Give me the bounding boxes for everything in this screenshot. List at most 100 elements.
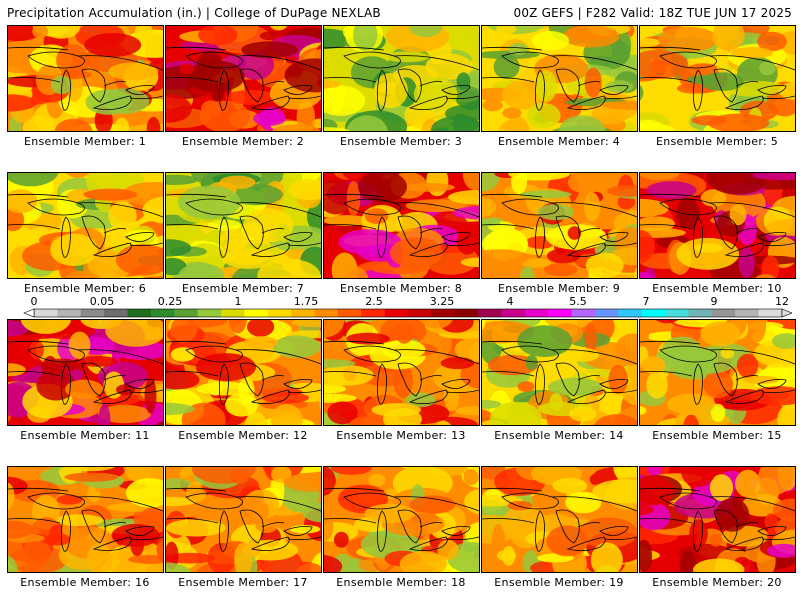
ensemble-member-label: Ensemble Member: 12 <box>178 429 308 442</box>
colorbar-segment <box>384 309 409 317</box>
colorbar-graphic: 0 0.05 0.25 1 1.75 2.5 3.25 4 5.5 7 9 12 <box>23 296 792 318</box>
colorbar-segment <box>361 309 385 317</box>
great-lakes-outline <box>482 46 637 111</box>
great-lakes-outline <box>8 487 163 552</box>
colorbar-segment <box>735 309 759 317</box>
precipitation-field <box>166 173 321 278</box>
colorbar-segment <box>337 309 362 317</box>
precipitation-field <box>482 173 637 278</box>
great-lakes-outline <box>166 340 321 405</box>
colorbar-segment <box>267 309 292 317</box>
precipitation-field <box>8 320 163 425</box>
colorbar-segment <box>665 309 689 317</box>
precipitation-field <box>324 320 479 425</box>
colorbar-tick-label: 1.75 <box>294 296 319 308</box>
ensemble-member-label: Ensemble Member: 3 <box>339 135 463 148</box>
great-lakes-outline <box>640 46 795 111</box>
map-panel <box>323 319 480 426</box>
map-header: Precipitation Accumulation (in.) | Colle… <box>0 0 800 24</box>
great-lakes-outline <box>324 193 479 258</box>
great-lakes-outline <box>324 340 479 405</box>
precipitation-field <box>324 467 479 572</box>
great-lakes-outline <box>166 487 321 552</box>
precipitation-field <box>482 320 637 425</box>
precipitation-field <box>482 26 637 131</box>
colorbar-segment <box>524 309 549 317</box>
ensemble-member-label: Ensemble Member: 11 <box>20 429 150 442</box>
ensemble-member-label: Ensemble Member: 13 <box>336 429 466 442</box>
colorbar-tick-label: 0.25 <box>158 296 183 308</box>
colorbar-segment <box>548 309 572 317</box>
map-title: Precipitation Accumulation (in.) | Colle… <box>7 6 381 20</box>
map-panel <box>323 25 480 132</box>
map-panel <box>481 25 638 132</box>
precipitation-field <box>166 467 321 572</box>
map-panel <box>7 466 164 573</box>
colorbar-segment <box>174 309 198 317</box>
great-lakes-outline <box>482 487 637 552</box>
colorbar-tick-label: 2.5 <box>365 296 383 308</box>
great-lakes-outline <box>324 487 479 552</box>
run-valid-time: 00Z GEFS | F282 Valid: 18Z TUE JUN 17 20… <box>513 6 792 20</box>
precipitation-field <box>482 467 637 572</box>
colorbar-tick-label: 9 <box>711 296 718 308</box>
colorbar-segment <box>618 309 643 317</box>
colorbar-segment <box>641 309 666 317</box>
colorbar-low-arrow <box>23 308 35 318</box>
colorbar-segment <box>454 309 479 317</box>
map-panel <box>165 466 322 573</box>
great-lakes-outline <box>482 193 637 258</box>
great-lakes-outline <box>640 193 795 258</box>
ensemble-member-label: Ensemble Member: 8 <box>339 282 463 295</box>
map-panel <box>639 172 796 279</box>
ensemble-member-label: Ensemble Member: 20 <box>652 576 782 589</box>
ensemble-member-label: Ensemble Member: 2 <box>181 135 305 148</box>
colorbar-segment <box>80 309 105 317</box>
precipitation-field <box>166 320 321 425</box>
great-lakes-outline <box>8 193 163 258</box>
colorbar-segment <box>478 309 502 317</box>
map-panel <box>481 319 638 426</box>
map-panel <box>165 25 322 132</box>
precipitation-field <box>640 467 795 572</box>
precipitation-field <box>8 173 163 278</box>
map-panel <box>639 466 796 573</box>
colorbar-tick-label: 1 <box>235 296 242 308</box>
colorbar-segment <box>57 309 82 317</box>
colorbar-segment <box>431 309 456 317</box>
ensemble-member-label: Ensemble Member: 15 <box>652 429 782 442</box>
ensemble-member-label: Ensemble Member: 1 <box>23 135 147 148</box>
colorbar-segment <box>711 309 736 317</box>
precipitation-field <box>166 26 321 131</box>
precipitation-field <box>8 26 163 131</box>
colorbar-segment <box>34 309 58 317</box>
great-lakes-outline <box>8 340 163 405</box>
colorbar-segment <box>758 309 783 317</box>
ensemble-member-label: Ensemble Member: 18 <box>336 576 466 589</box>
colorbar-tick-label: 7 <box>643 296 650 308</box>
ensemble-member-label: Ensemble Member: 9 <box>497 282 621 295</box>
ensemble-member-label: Ensemble Member: 17 <box>178 576 308 589</box>
colorbar-tick-label: 4 <box>507 296 514 308</box>
map-panel <box>323 172 480 279</box>
colorbar-segment <box>150 309 175 317</box>
ensemble-member-label: Ensemble Member: 19 <box>494 576 624 589</box>
map-panel <box>165 172 322 279</box>
colorbar-segment <box>104 309 128 317</box>
ensemble-member-label: Ensemble Member: 16 <box>20 576 150 589</box>
precipitation-field <box>8 467 163 572</box>
great-lakes-outline <box>482 340 637 405</box>
map-panel <box>323 466 480 573</box>
precipitation-field <box>640 173 795 278</box>
colorbar-segment <box>595 309 619 317</box>
map-panel <box>165 319 322 426</box>
great-lakes-outline <box>324 46 479 111</box>
colorbar-segment <box>408 309 432 317</box>
precipitation-field <box>324 173 479 278</box>
great-lakes-outline <box>166 193 321 258</box>
map-panel <box>481 466 638 573</box>
ensemble-member-label: Ensemble Member: 5 <box>655 135 779 148</box>
colorbar-tick-label: 12 <box>775 296 789 308</box>
colorbar-segment <box>221 309 245 317</box>
